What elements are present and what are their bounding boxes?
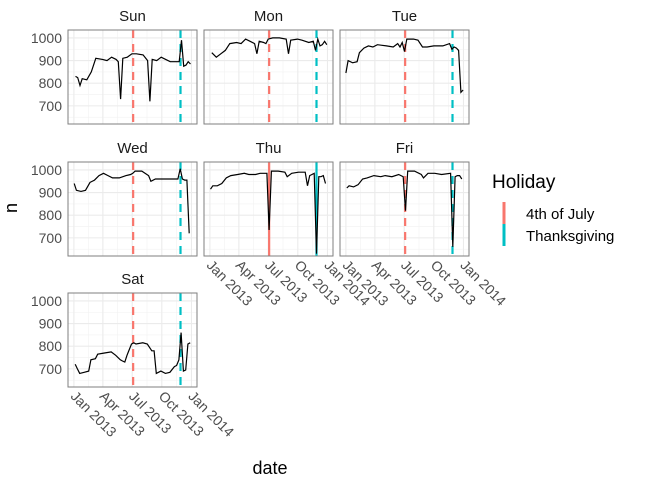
facet-title: Sun: [119, 8, 146, 25]
legend-title: Holiday: [492, 172, 556, 193]
y-tick-label: 800: [39, 338, 63, 354]
y-tick-label: 700: [39, 230, 63, 246]
y-tick-label: 1000: [31, 162, 62, 178]
x-axis-title: date: [252, 458, 287, 478]
panel-wed: Wed 700 800 900 1000: [31, 140, 197, 256]
panel-tue: Tue: [340, 8, 469, 124]
y-tick-label: 700: [39, 98, 63, 114]
legend: Holiday 4th of July Thanksgiving: [492, 172, 614, 246]
legend-label: 4th of July: [526, 206, 595, 223]
facet-title: Sat: [121, 271, 144, 288]
panel-mon: Mon: [204, 8, 333, 124]
y-tick-label: 900: [39, 53, 63, 69]
y-tick-label: 700: [39, 361, 63, 377]
y-axis-title: n: [1, 203, 21, 213]
y-tick-label: 1000: [31, 293, 62, 309]
y-tick-label: 900: [39, 316, 63, 332]
y-tick-label: 800: [39, 75, 63, 91]
legend-label: Thanksgiving: [526, 228, 614, 245]
y-tick-label: 900: [39, 185, 63, 201]
facet-title: Mon: [254, 8, 283, 25]
facet-title: Wed: [117, 140, 148, 157]
facet-title: Thu: [256, 140, 282, 157]
panel-sun: Sun 700 800 900 1000: [31, 8, 197, 124]
y-tick-label: 1000: [31, 30, 62, 46]
facet-title: Tue: [392, 8, 417, 25]
y-tick-label: 800: [39, 207, 63, 223]
facet-title: Fri: [396, 140, 414, 157]
